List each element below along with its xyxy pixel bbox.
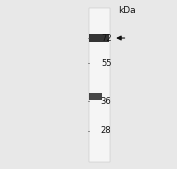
- Text: kDa: kDa: [119, 6, 136, 16]
- Bar: [88, 8, 110, 162]
- Text: 55: 55: [101, 59, 112, 68]
- Bar: [89, 93, 102, 100]
- Text: 72: 72: [101, 33, 112, 43]
- Bar: [89, 34, 109, 42]
- Text: 28: 28: [101, 126, 112, 136]
- Text: 36: 36: [101, 97, 112, 106]
